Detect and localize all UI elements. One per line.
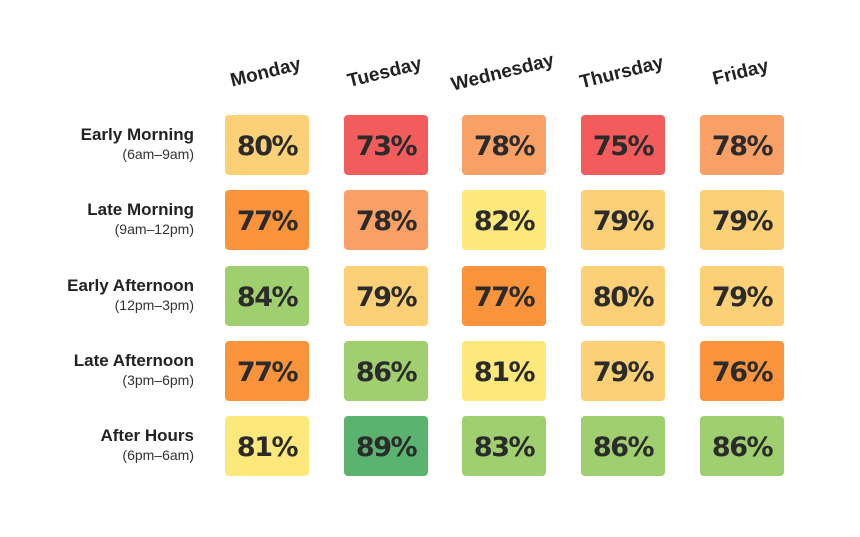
heatmap-cell-value: 82% [474, 206, 536, 237]
heatmap-cell-fill [462, 266, 546, 326]
heatmap-cell: 79% [700, 266, 784, 326]
heatmap-cell-value: 86% [356, 357, 418, 388]
heatmap-cell-fill [462, 190, 546, 250]
heatmap-cell-fill [225, 190, 309, 250]
day-headers: Monday Tuesday Wednesday Thursday Friday [228, 50, 771, 96]
heatmap-cell: 79% [700, 190, 784, 250]
row-label-early-morning: Early Morning [81, 125, 194, 144]
heatmap-cell-fill [225, 341, 309, 401]
row-sublabel-late-morning: (9am–12pm) [115, 221, 194, 237]
heatmap-cell: 81% [462, 341, 546, 401]
heatmap-cell-value: 86% [593, 432, 655, 463]
heatmap-cell: 81% [225, 416, 309, 476]
heatmap-cell: 80% [225, 115, 309, 175]
heatmap-cell-fill [700, 416, 784, 476]
time-slot-headers: Early Morning (6am–9am) Late Morning (9am–1… [67, 125, 194, 463]
heatmap-cell-value: 77% [474, 282, 536, 313]
heatmap-cell-value: 79% [712, 206, 774, 237]
heatmap-cell-fill [700, 190, 784, 250]
heatmap-cell: 77% [225, 341, 309, 401]
heatmap-cell-fill [462, 115, 546, 175]
heatmap-cell-value: 79% [593, 357, 655, 388]
heatmap-cell: 78% [462, 115, 546, 175]
heatmap-cell: 79% [581, 341, 665, 401]
heatmap-cell-fill [344, 190, 428, 250]
heatmap-cell-value: 73% [356, 131, 418, 162]
heatmap-cell: 78% [344, 190, 428, 250]
heatmap-cell: 86% [344, 341, 428, 401]
heatmap-cell-value: 79% [593, 206, 655, 237]
heatmap-cell: 78% [700, 115, 784, 175]
heatmap-cell: 82% [462, 190, 546, 250]
day-header-friday: Friday [710, 55, 771, 89]
heatmap-cell: 73% [344, 115, 428, 175]
heatmap-cell: 89% [344, 416, 428, 476]
heatmap-cell-fill [581, 190, 665, 250]
day-header-wednesday: Wednesday [449, 50, 557, 96]
heatmap-cell-value: 86% [712, 432, 774, 463]
heatmap-cell-value: 75% [593, 131, 655, 162]
heatmap-cell-value: 76% [712, 357, 774, 388]
heatmap-cell-fill [462, 416, 546, 476]
heatmap-cell: 84% [225, 266, 309, 326]
heatmap-cell-fill [581, 341, 665, 401]
heatmap-cell: 77% [225, 190, 309, 250]
heatmap-cell: 76% [700, 341, 784, 401]
row-label-late-afternoon: Late Afternoon [74, 351, 194, 370]
day-header-tuesday: Tuesday [345, 53, 424, 92]
heatmap-cell-value: 78% [356, 206, 418, 237]
heatmap-cell: 86% [700, 416, 784, 476]
row-label-late-morning: Late Morning [87, 200, 194, 219]
heatmap-cell-fill [462, 341, 546, 401]
row-label-after-hours: After Hours [100, 426, 194, 445]
heatmap-cell: 79% [581, 190, 665, 250]
heatmap-cell-fill [344, 416, 428, 476]
heatmap-cell: 80% [581, 266, 665, 326]
row-sublabel-early-morning: (6am–9am) [122, 146, 194, 162]
heatmap-cell-fill [225, 115, 309, 175]
heatmap-cell-fill [581, 266, 665, 326]
heatmap-cell-value: 84% [237, 282, 299, 313]
day-header-thursday: Thursday [578, 52, 666, 93]
row-sublabel-early-afternoon: (12pm–3pm) [115, 297, 194, 313]
heatmap-cell-value: 83% [474, 432, 536, 463]
heatmap-cell-fill [700, 266, 784, 326]
heatmap-cell-fill [225, 416, 309, 476]
heatmap-cell-value: 77% [237, 357, 299, 388]
day-header-monday: Monday [228, 54, 303, 92]
heatmap-cell-fill [581, 115, 665, 175]
heatmap-cells: 80% 73% 78% 75% 78% 77% 78% 82% 79% 79% 84% 79% 77% 8… [225, 115, 784, 476]
heatmap-cell: 86% [581, 416, 665, 476]
heatmap-cell-value: 80% [593, 282, 655, 313]
heatmap-cell-fill [700, 341, 784, 401]
heatmap-cell-fill [581, 416, 665, 476]
heatmap-cell-value: 78% [712, 131, 774, 162]
heatmap-cell: 77% [462, 266, 546, 326]
heatmap-cell-value: 80% [237, 131, 299, 162]
heatmap-cell-value: 81% [237, 432, 299, 463]
heatmap-cell-value: 79% [712, 282, 774, 313]
heatmap-cell-value: 77% [237, 206, 299, 237]
row-sublabel-after-hours: (6pm–6am) [122, 447, 194, 463]
heatmap-cell: 75% [581, 115, 665, 175]
heatmap-cell-fill [225, 266, 309, 326]
heatmap-cell-value: 78% [474, 131, 536, 162]
heatmap-cell: 83% [462, 416, 546, 476]
heatmap-cell-fill [344, 266, 428, 326]
heatmap-cell-value: 89% [356, 432, 418, 463]
heatmap-cell: 79% [344, 266, 428, 326]
heatmap-cell-value: 79% [356, 282, 418, 313]
row-sublabel-late-afternoon: (3pm–6pm) [122, 372, 194, 388]
heatmap-cell-fill [344, 115, 428, 175]
heatmap-cell-fill [700, 115, 784, 175]
heatmap-cell-value: 81% [474, 357, 536, 388]
row-label-early-afternoon: Early Afternoon [67, 276, 194, 295]
heatmap-cell-fill [344, 341, 428, 401]
